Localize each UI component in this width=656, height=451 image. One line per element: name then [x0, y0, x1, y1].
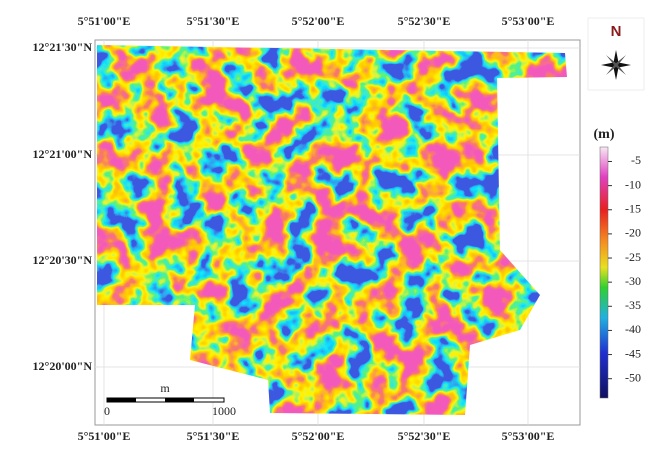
- x-coord-label: 5°53'00"E: [502, 429, 555, 443]
- north-label: N: [611, 23, 622, 40]
- y-coord-label: 12°21'30"N: [33, 40, 93, 54]
- colorbar-tick-label: -10: [625, 177, 641, 191]
- colorbar-tick-label: -15: [625, 202, 641, 216]
- colorbar-tick-label: -45: [625, 346, 641, 360]
- x-coord-label: 5°51'30"E: [187, 14, 240, 28]
- colorbar-tick-label: -20: [625, 226, 641, 240]
- y-coord-label: 12°21'00"N: [33, 147, 93, 161]
- x-coord-label: 5°52'00"E: [292, 429, 345, 443]
- x-coord-label: 5°52'00"E: [292, 14, 345, 28]
- x-coord-label: 5°52'30"E: [398, 14, 451, 28]
- scale-end: 1000: [212, 404, 236, 418]
- colorbar-tick-label: -5: [631, 153, 641, 167]
- map-figure: N m 0 1000 (m) 5°51'00"E 5°51'00"E 5°51'30…: [0, 0, 656, 446]
- colorbar-tick-label: -40: [625, 322, 641, 336]
- y-coord-label: 12°20'00"N: [33, 359, 93, 373]
- x-coord-label: 5°51'00"E: [78, 429, 131, 443]
- colorbar-tick-label: -35: [625, 298, 641, 312]
- x-coord-label: 5°53'00"E: [502, 14, 555, 28]
- scale-unit: m: [160, 381, 170, 395]
- y-coord-label: 12°20'30"N: [33, 253, 93, 267]
- colorbar-title: (m): [594, 127, 615, 142]
- x-coord-label: 5°52'30"E: [398, 429, 451, 443]
- x-coord-label: 5°51'30"E: [187, 429, 240, 443]
- colorbar-tick-label: -50: [625, 370, 641, 384]
- x-coord-label: 5°51'00"E: [78, 14, 131, 28]
- scale-start: 0: [104, 404, 110, 418]
- colorbar: [600, 147, 608, 398]
- colorbar-tick-label: -25: [625, 250, 641, 264]
- north-arrow: N: [588, 18, 644, 90]
- colorbar-tick-label: -30: [625, 274, 641, 288]
